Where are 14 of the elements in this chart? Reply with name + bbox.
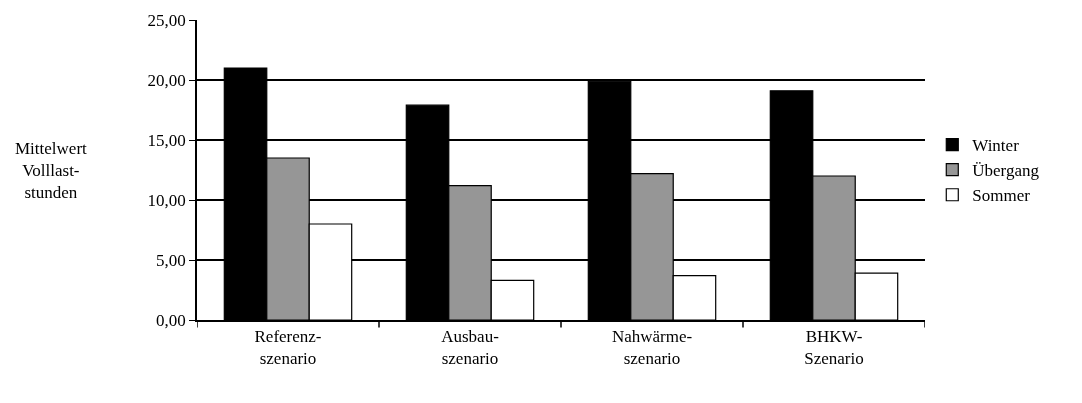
y-tick-label: 10,00: [147, 190, 186, 210]
y-tick-label: 15,00: [147, 130, 186, 150]
y-tick-label: 25,00: [147, 10, 186, 30]
y-tick-label: 0,00: [156, 310, 186, 330]
x-tick-label: Ausbau- szenario: [441, 327, 500, 369]
x-tick-label: BHKW- Szenario: [804, 327, 864, 369]
y-tick-label: 5,00: [156, 250, 186, 270]
y-axis-title: Mittelwert Volllast- stunden: [15, 139, 88, 203]
x-tick-label: Referenz- szenario: [254, 327, 322, 369]
legend-label: Sommer: [972, 186, 1031, 206]
legend-label: Übergang: [972, 161, 1040, 181]
x-tick-label: Nahwärme- szenario: [611, 327, 693, 369]
y-tick-label: 20,00: [147, 70, 186, 90]
legend-label: Winter: [972, 136, 1020, 156]
